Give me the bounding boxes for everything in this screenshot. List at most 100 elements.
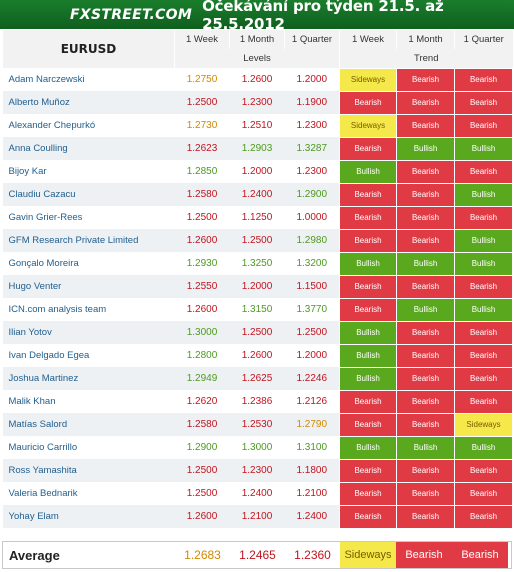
level-1-month: 1.2530 [229,413,285,436]
trend-1-quarter: Bearish [454,159,513,184]
table-row: Joshua Martinez 1.2949 1.2625 1.2246 Bullish… [2,366,513,391]
trend-1-week: Bearish [339,182,397,207]
trend-1-quarter: Bearish [454,113,513,138]
trend-1-week: Bullish [339,320,397,345]
contributor-name-link[interactable]: Adam Narczewski [2,68,175,91]
trend-1-week: Bearish [339,504,397,529]
trend-1-week: Bullish [339,343,397,368]
level-1-week: 1.2500 [174,91,230,114]
level-period-header: 1 Month [229,30,285,49]
level-1-month: 1.2386 [229,390,285,413]
trend-1-quarter: Bullish [454,251,513,276]
table-row: Ross Yamashita 1.2500 1.2300 1.1800 Bearish B… [2,458,513,483]
trend-1-month: Bearish [396,343,455,368]
trend-period-header: 1 Quarter [454,30,513,49]
trend-1-week: Bearish [339,274,397,299]
table-row: Mauricio Carrillo 1.2900 1.3000 1.3100 Bulli… [2,435,513,460]
level-1-month: 1.2400 [229,183,285,206]
fxstreet-logo[interactable]: FXSTREET.COM [70,6,193,23]
trend-1-quarter: Bearish [454,481,513,506]
trend-1-week: Bearish [339,228,397,253]
average-level-1-week: 1.2683 [184,548,221,562]
contributor-name-link[interactable]: Gavin Grier-Rees [2,206,175,229]
level-1-quarter: 1.0000 [284,206,340,229]
contributor-name-link[interactable]: Valeria Bednarik [2,482,175,505]
contributor-name-link[interactable]: Hugo Venter [2,275,175,298]
trend-1-quarter: Sideways [454,412,513,437]
level-1-week: 1.3000 [174,321,230,344]
contributor-name-link[interactable]: Malik Khan [2,390,175,413]
table-row: Alexander Chepurkó 1.2730 1.2510 1.2300 Side… [2,113,513,138]
table-row: Ilian Yotov 1.3000 1.2500 1.2500 Bullish Bear… [2,320,513,345]
table-row: ICN.com analysis team 1.2600 1.3150 1.3770 B… [2,297,513,322]
level-1-week: 1.2500 [174,206,230,229]
level-1-quarter: 1.3770 [284,298,340,321]
trend-1-quarter: Bullish [454,136,513,161]
level-1-quarter: 1.2400 [284,505,340,528]
trend-1-month: Bearish [396,67,455,92]
trend-1-week: Bearish [339,412,397,437]
level-1-week: 1.2620 [174,390,230,413]
trend-1-month: Bearish [396,90,455,115]
level-1-month: 1.3250 [229,252,285,275]
period-header-row: EURUSD 1 Week 1 Month 1 Quarter 1 Week 1… [2,30,513,68]
contributor-name-link[interactable]: Joshua Martinez [2,367,175,390]
level-1-month: 1.3000 [229,436,285,459]
level-1-week: 1.2850 [174,160,230,183]
contributor-name-link[interactable]: Bijoy Kar [2,160,175,183]
trend-1-week: Sideways [339,67,397,92]
level-1-month: 1.2625 [229,367,285,390]
trend-1-quarter: Bullish [454,182,513,207]
header-banner: FXSTREET.COM Očekávání pro týden 21.5. a… [0,0,514,33]
contributor-name-link[interactable]: Claudiu Cazacu [2,183,175,206]
average-label: Average [9,547,60,563]
trend-1-quarter: Bullish [454,297,513,322]
contributor-name-link[interactable]: Anna Coulling [2,137,175,160]
level-1-month: 1.2000 [229,160,285,183]
average-level-1-month: 1.2465 [239,548,276,562]
level-1-quarter: 1.2126 [284,390,340,413]
contributor-name-link[interactable]: Ilian Yotov [2,321,175,344]
level-1-quarter: 1.2246 [284,367,340,390]
contributor-name-link[interactable]: Matías Salord [2,413,175,436]
contributor-name-link[interactable]: Yohay Elam [2,505,175,528]
level-1-quarter: 1.2300 [284,160,340,183]
trend-1-month: Bearish [396,228,455,253]
table-row: Alberto Muñoz 1.2500 1.2300 1.1900 Bearish Be… [2,90,513,115]
level-1-quarter: 1.2500 [284,321,340,344]
trend-1-month: Bullish [396,251,455,276]
level-1-week: 1.2900 [174,436,230,459]
average-trend-1-week: Sideways [340,542,396,568]
page-title: Očekávání pro týden 21.5. až 25.5.2012 [202,0,444,33]
contributor-name-link[interactable]: Ross Yamashita [2,459,175,482]
level-1-quarter: 1.1500 [284,275,340,298]
contributor-name-link[interactable]: ICN.com analysis team [2,298,175,321]
trend-period-header: 1 Month [396,30,455,49]
level-1-month: 1.2510 [229,114,285,137]
contributor-name-link[interactable]: GFM Research Private Limited [2,229,175,252]
contributor-name-link[interactable]: Ivan Delgado Egea [2,344,175,367]
table-row: Malik Khan 1.2620 1.2386 1.2126 Bearish Beari… [2,389,513,414]
level-1-month: 1.2300 [229,91,285,114]
contributor-name-link[interactable]: Gonçalo Moreira [2,252,175,275]
level-1-month: 1.2300 [229,459,285,482]
level-1-week: 1.2600 [174,229,230,252]
level-1-quarter: 1.2980 [284,229,340,252]
table-row: Gavin Grier-Rees 1.2500 1.1250 1.0000 Bearis… [2,205,513,230]
table-row: Matías Salord 1.2580 1.2530 1.2790 Bearish Be… [2,412,513,437]
level-1-week: 1.2500 [174,459,230,482]
contributor-name-link[interactable]: Alberto Muñoz [2,91,175,114]
contributor-name-link[interactable]: Alexander Chepurkó [2,114,175,137]
level-1-month: 1.2000 [229,275,285,298]
trend-1-week: Bearish [339,297,397,322]
level-1-quarter: 1.3200 [284,252,340,275]
level-1-quarter: 1.1800 [284,459,340,482]
level-1-week: 1.2750 [174,68,230,91]
table-row: Hugo Venter 1.2550 1.2000 1.1500 Bearish Bear… [2,274,513,299]
level-1-quarter: 1.2000 [284,344,340,367]
table-row: Yohay Elam 1.2600 1.2100 1.2400 Bearish Beari… [2,504,513,529]
contributor-name-link[interactable]: Mauricio Carrillo [2,436,175,459]
forecast-table: EURUSD 1 Week 1 Month 1 Quarter 1 Week 1… [2,30,513,529]
table-row: Adam Narczewski 1.2750 1.2600 1.2000 Sideway… [2,67,513,92]
trend-1-month: Bearish [396,366,455,391]
